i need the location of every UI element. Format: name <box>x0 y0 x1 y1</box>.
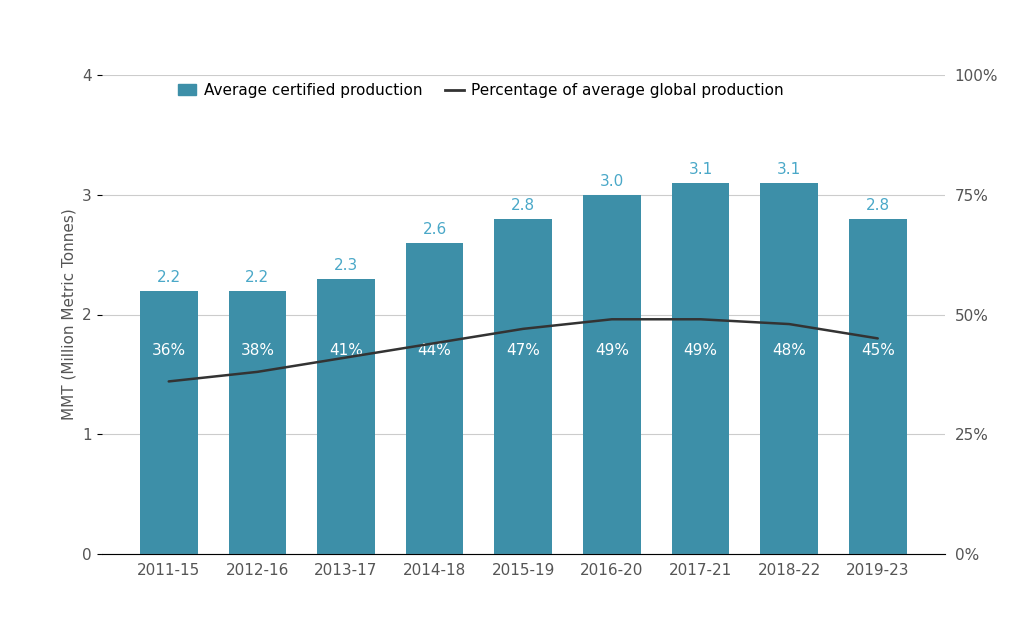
Bar <box>229 291 287 554</box>
Text: 2.8: 2.8 <box>511 198 535 213</box>
Text: 45%: 45% <box>861 343 895 358</box>
Text: 2.2: 2.2 <box>245 270 269 284</box>
Bar <box>849 219 906 554</box>
Text: 3.1: 3.1 <box>689 162 712 177</box>
Text: 2.8: 2.8 <box>866 198 890 213</box>
Bar <box>672 183 729 554</box>
Text: 36%: 36% <box>151 343 186 358</box>
Text: 41%: 41% <box>329 343 363 358</box>
Text: 47%: 47% <box>506 343 541 358</box>
Bar <box>317 279 375 554</box>
Bar <box>495 219 552 554</box>
Text: 48%: 48% <box>772 343 806 358</box>
Bar <box>760 183 818 554</box>
Text: 49%: 49% <box>594 343 629 358</box>
Bar <box>583 195 641 554</box>
Bar <box>405 243 463 554</box>
Text: 2.6: 2.6 <box>423 222 447 237</box>
Text: 2.2: 2.2 <box>156 270 181 284</box>
Text: 49%: 49% <box>684 343 717 358</box>
Text: 38%: 38% <box>241 343 274 358</box>
Text: 44%: 44% <box>418 343 451 358</box>
Legend: Average certified production, Percentage of average global production: Average certified production, Percentage… <box>178 83 784 98</box>
Text: 3.0: 3.0 <box>599 174 624 189</box>
Text: 3.1: 3.1 <box>777 162 802 177</box>
Y-axis label: MMT (Million Metric Tonnes): MMT (Million Metric Tonnes) <box>62 209 76 420</box>
Text: 2.3: 2.3 <box>334 258 358 273</box>
Bar <box>140 291 197 554</box>
